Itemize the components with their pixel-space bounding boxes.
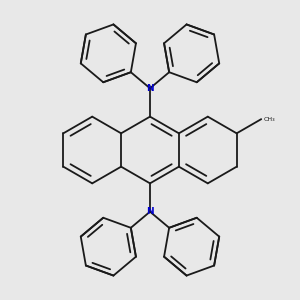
Text: CH₃: CH₃	[264, 117, 275, 122]
Text: N: N	[146, 84, 154, 93]
Text: N: N	[146, 207, 154, 216]
